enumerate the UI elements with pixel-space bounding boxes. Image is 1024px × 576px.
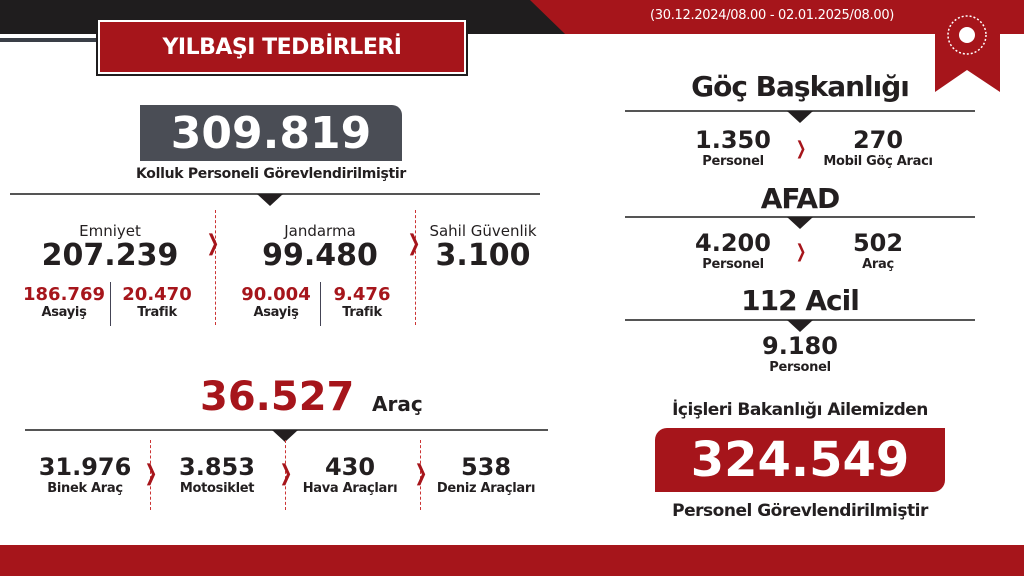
summary-total-box: 324.549 [655, 428, 945, 492]
vehicles-unit: Araç [372, 392, 423, 416]
sub-label: Asayiş [253, 305, 299, 320]
stat-value: 502 [852, 229, 904, 257]
unit-emniyet: Emniyet 207.239 [42, 222, 179, 272]
vehicle-value: 538 [460, 453, 512, 481]
unit-value: 99.480 [262, 238, 378, 273]
sub-label: Trafik [342, 305, 382, 320]
down-arrow-icon [272, 430, 298, 442]
unit-jandarma: Jandarma 99.480 [262, 222, 378, 272]
vehicle-label: Binek Araç [47, 481, 123, 496]
stat-label: Personel [769, 360, 831, 375]
afad-stat: 4.200 Personel [695, 229, 771, 272]
vehicle-stat: 430 Hava Araçları [303, 453, 398, 496]
vehicle-label: Hava Araçları [302, 481, 398, 496]
personnel-total-box: 309.819 [140, 105, 402, 161]
vehicle-stat: 31.976 Binek Araç [39, 453, 132, 496]
divider [415, 210, 416, 325]
chevron-right-icon: ❯ [279, 461, 293, 486]
personnel-total: 309.819 [170, 107, 372, 159]
unit-sahil: Sahil Güvenlik 3.100 [429, 222, 536, 272]
stat-value: 1.350 [695, 126, 771, 154]
sub-value: 20.470 [122, 284, 192, 305]
unit-value: 3.100 [435, 238, 531, 273]
sub-value: 9.476 [333, 284, 391, 305]
chevron-right-icon: ❯ [795, 138, 807, 159]
sub-stat: 9.476 Trafik [334, 284, 391, 320]
ministry-emblem [935, 0, 1000, 70]
afad-stat: 502 Araç [853, 229, 903, 272]
sub-stat: 20.470 Trafik [122, 284, 191, 320]
vehicles-total: 36.527 [200, 374, 355, 420]
down-arrow-icon [787, 320, 813, 332]
divider [110, 282, 111, 326]
stat-label: Araç [862, 257, 894, 272]
goc-stat: 270 Mobil Göç Aracı [823, 126, 933, 169]
unit-label: Jandarma [284, 222, 356, 240]
vehicle-stat: 538 Deniz Araçları [436, 453, 536, 496]
unit-label: Sahil Güvenlik [429, 222, 537, 240]
chevron-right-icon: ❯ [795, 241, 807, 262]
chevron-right-icon: ❯ [144, 461, 158, 486]
acil-title: 112 Acil [741, 284, 860, 317]
stat-value: 9.180 [762, 332, 838, 360]
vehicle-stat: 3.853 Motosiklet [179, 453, 255, 496]
sub-value: 90.004 [241, 284, 311, 305]
stat-value: 4.200 [695, 229, 771, 257]
chevron-right-icon: ❯ [414, 461, 428, 486]
summary-post: Personel Görevlendirilmiştir [672, 501, 928, 521]
goc-stat: 1.350 Personel [695, 126, 771, 169]
afad-title: AFAD [760, 182, 840, 215]
date-range: (30.12.2024/08.00 - 02.01.2025/08.00) [650, 8, 895, 23]
stat-value: 270 [852, 126, 904, 154]
acil-stat: 9.180 Personel [762, 332, 838, 375]
divider [420, 440, 421, 510]
down-arrow-icon [257, 194, 283, 206]
sub-stat: 90.004 Asayiş [241, 284, 310, 320]
down-arrow-icon [787, 111, 813, 123]
stat-label: Personel [702, 257, 764, 272]
page-title: YILBAŞI TEDBİRLERİ [162, 34, 402, 60]
stat-label: Personel [702, 154, 764, 169]
vehicle-value: 31.976 [38, 453, 132, 481]
personnel-caption: Kolluk Personeli Görevlendirilmiştir [135, 166, 407, 182]
stat-label: Mobil Göç Aracı [823, 154, 933, 169]
unit-value: 207.239 [41, 238, 179, 273]
divider [285, 440, 286, 510]
sub-label: Asayiş [41, 305, 87, 320]
down-arrow-icon [787, 217, 813, 229]
divider [215, 210, 216, 325]
vehicle-label: Motosiklet [179, 481, 255, 496]
title-banner: YILBAŞI TEDBİRLERİ [96, 18, 468, 76]
vehicle-value: 3.853 [179, 453, 255, 481]
sub-stat: 186.769 Asayiş [23, 284, 105, 320]
vehicle-label: Deniz Araçları [436, 481, 536, 496]
unit-label: Emniyet [79, 222, 141, 240]
chevron-right-icon: ❯ [407, 231, 421, 256]
goc-title: Göç Başkanlığı [691, 70, 910, 103]
divider [150, 440, 151, 510]
chevron-right-icon: ❯ [206, 231, 220, 256]
summary-pre: İçişleri Bakanlığı Ailemizden [672, 400, 928, 420]
divider [320, 282, 321, 326]
sub-value: 186.769 [23, 284, 105, 305]
summary-total: 324.549 [690, 432, 910, 488]
vehicle-value: 430 [324, 453, 376, 481]
sub-label: Trafik [137, 305, 177, 320]
